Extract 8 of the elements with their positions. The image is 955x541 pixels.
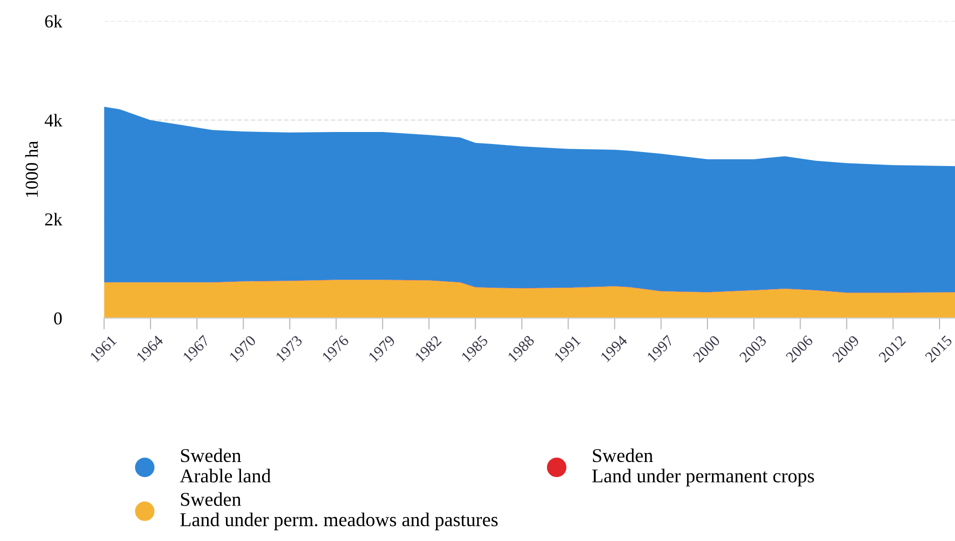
y-axis-title: 1000 ha: [25, 141, 38, 197]
legend-label: Sweden Arable land: [180, 448, 271, 482]
y-tick-label: 6k: [45, 14, 62, 28]
legend-label: Sweden Land under perm. meadows and pastures: [180, 492, 498, 530]
y-tick-label: 2k: [45, 212, 62, 226]
y-tick-label: 4k: [44, 114, 62, 126]
legend-label: Sweden Land under permanent crops: [592, 448, 814, 486]
y-tick-label: 0: [54, 312, 62, 325]
